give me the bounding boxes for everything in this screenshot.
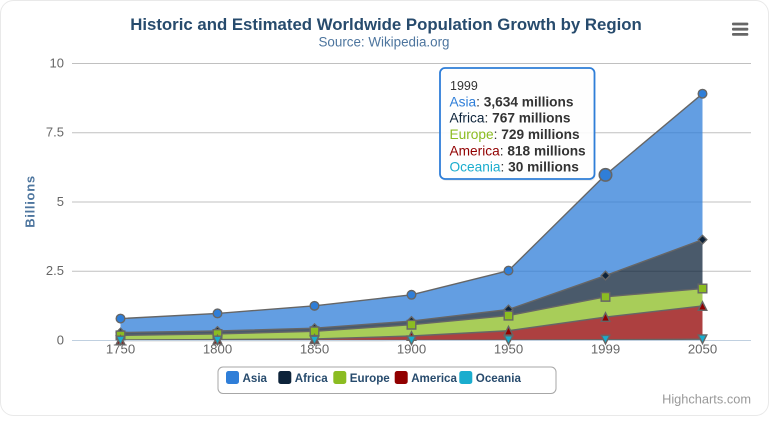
svg-text:1999: 1999: [591, 342, 620, 357]
svg-text:Highcharts.com: Highcharts.com: [662, 392, 751, 407]
svg-text:1950: 1950: [494, 342, 523, 357]
svg-text:Billions: Billions: [22, 175, 37, 228]
svg-text:America: America: [411, 372, 457, 385]
svg-text:Africa: Africa: [295, 372, 328, 385]
svg-text:Asia: 3,634 millions: Asia: 3,634 millions: [450, 94, 574, 109]
svg-text:America: 818 millions: America: 818 millions: [450, 143, 587, 158]
svg-text:1750: 1750: [106, 342, 135, 357]
svg-text:1800: 1800: [203, 342, 232, 357]
svg-text:1850: 1850: [300, 342, 329, 357]
svg-text:Asia: Asia: [243, 372, 268, 385]
svg-text:Oceania: Oceania: [476, 372, 522, 385]
svg-text:1999: 1999: [450, 79, 478, 93]
svg-text:7.5: 7.5: [46, 125, 64, 140]
svg-text:Africa: 767 millions: Africa: 767 millions: [450, 111, 571, 126]
svg-text:Historic and Estimated Worldwi: Historic and Estimated Worldwide Populat…: [130, 15, 642, 34]
svg-text:2050: 2050: [688, 342, 717, 357]
svg-text:Europe: Europe: [350, 372, 390, 385]
svg-text:10: 10: [50, 55, 64, 70]
svg-text:1900: 1900: [397, 342, 426, 357]
svg-text:Europe: 729 millions: Europe: 729 millions: [450, 127, 580, 142]
svg-text:2.5: 2.5: [46, 263, 64, 278]
svg-text:5: 5: [57, 194, 64, 209]
svg-text:Oceania: 30 millions: Oceania: 30 millions: [450, 160, 580, 175]
svg-text:Source: Wikipedia.org: Source: Wikipedia.org: [319, 35, 450, 50]
svg-text:0: 0: [57, 332, 64, 347]
